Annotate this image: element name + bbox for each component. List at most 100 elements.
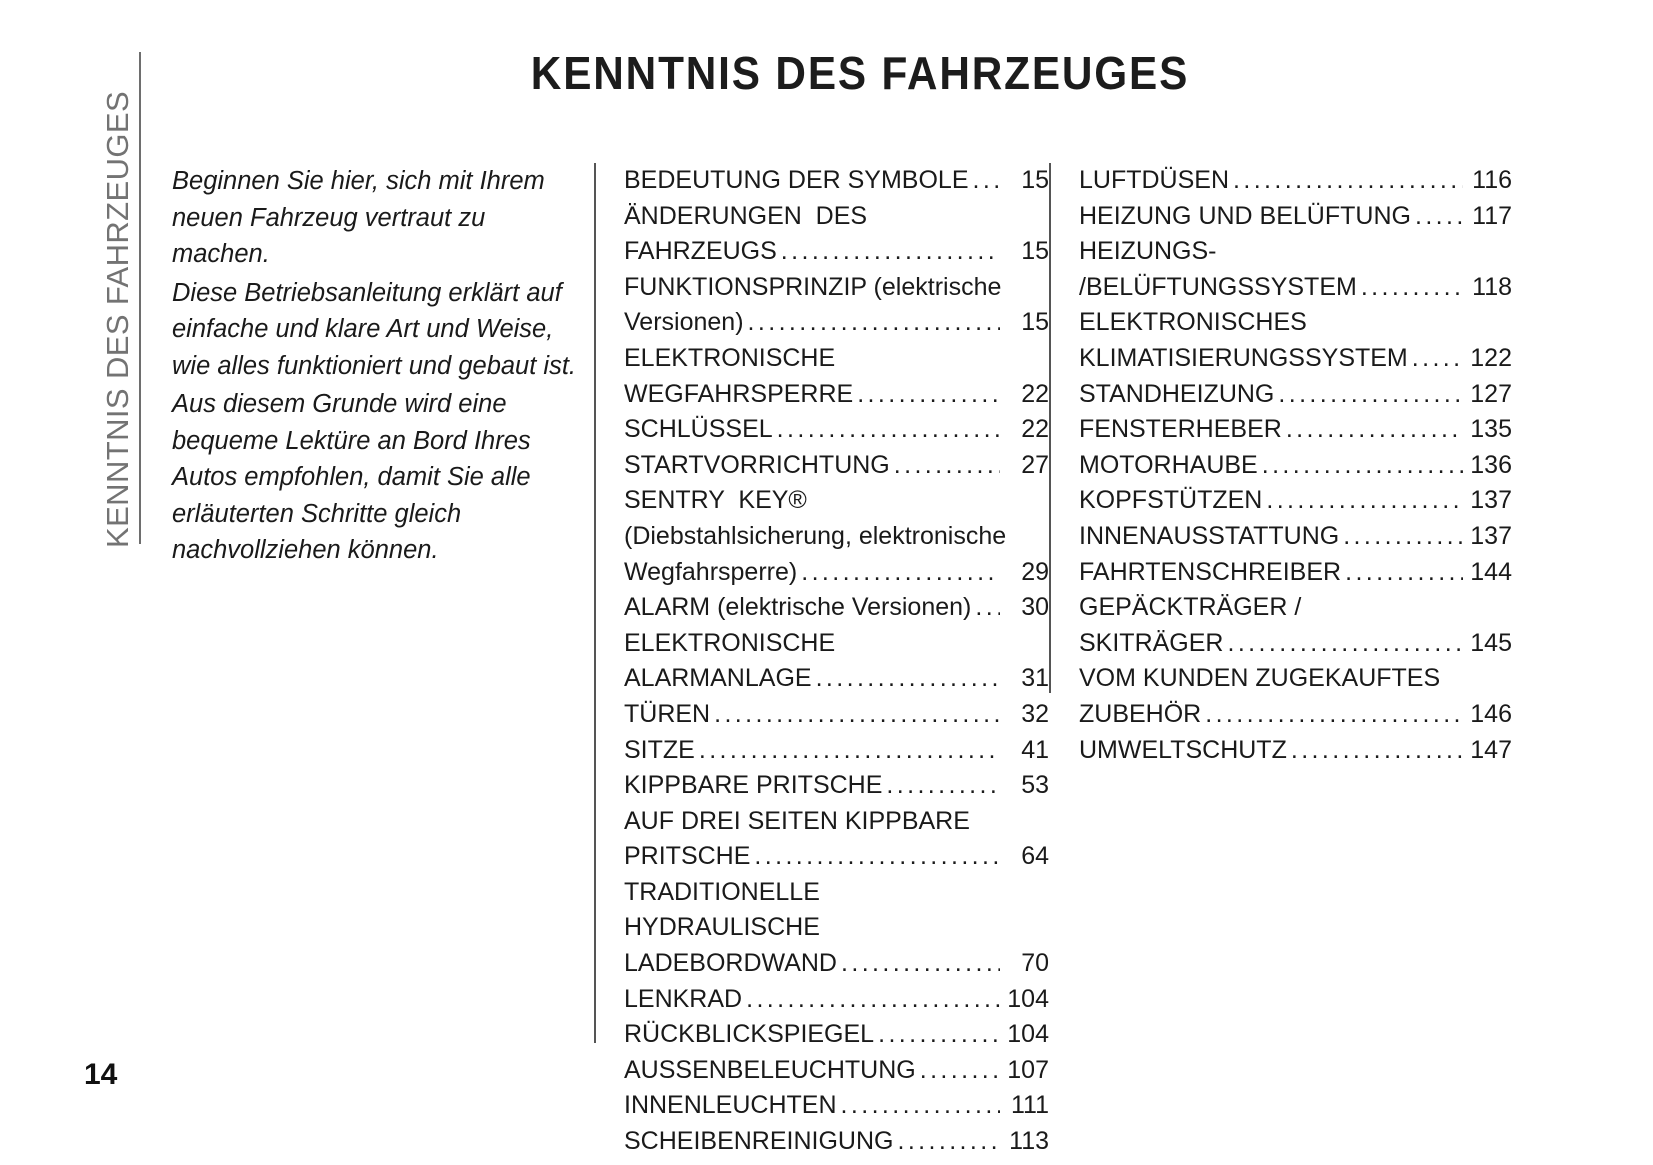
toc-entry[interactable]: SCHLÜSSEL...............................… (624, 412, 1049, 448)
toc-entry-label: ZUBEHÖR (1079, 699, 1202, 728)
toc-entry[interactable]: RÜCKBLICKSPIEGEL........................… (624, 1017, 1049, 1053)
toc-entry-lastline: WEGFAHRSPERRE...........................… (624, 377, 1049, 413)
toc-entry[interactable]: STARTVORRICHTUNG........................… (624, 448, 1049, 484)
toc-page-number: 146 (1470, 699, 1512, 728)
toc-entry-label: UMWELTSCHUTZ (1079, 735, 1287, 764)
toc-page-number: 27 (1021, 450, 1049, 479)
page-number: 14 (84, 1058, 118, 1091)
toc-dot-leader: ........................................… (857, 379, 1000, 408)
content-columns: Beginnen Sie hier, sich mit Ihrem neuen … (172, 163, 1512, 1155)
toc-entry[interactable]: KOPFSTÜTZEN.............................… (1079, 483, 1512, 519)
toc-dot-leader: ........................................… (886, 771, 1000, 800)
toc-page-number: 135 (1470, 415, 1512, 444)
toc-entry[interactable]: FENSTERHEBER............................… (1079, 412, 1512, 448)
page-title: KENNTNIS DES FAHRZEUGES (530, 47, 1190, 99)
toc-entry[interactable]: TRADITIONELLE HYDRAULISCHE LADEBORDWAND...… (624, 875, 1049, 982)
toc-entry-label: INNENAUSSTATTUNG (1079, 521, 1340, 550)
toc-entry[interactable]: LENKRAD.................................… (624, 982, 1049, 1018)
toc-entry[interactable]: ALARM (elektrische Versionen)...........… (624, 590, 1049, 626)
toc-dot-leader: ........................................… (746, 984, 1000, 1013)
toc-entry[interactable]: FUNKTIONSPRINZIP (elektrische Versionen).… (624, 270, 1049, 341)
toc-entry[interactable]: MOTORHAUBE..............................… (1079, 448, 1512, 484)
toc-column-middle: BEDEUTUNG DER SYMBOLE...................… (594, 163, 1049, 1155)
toc-dot-leader: ........................................… (754, 842, 1000, 871)
toc-entry-label: FAHRTENSCHREIBER (1079, 557, 1342, 586)
toc-entry[interactable]: ELEKTRONISCHES KLIMATISIERUNGSSYSTEM.....… (1079, 305, 1512, 376)
toc-dot-leader: ........................................… (1278, 379, 1463, 408)
toc-entry[interactable]: VOM KUNDEN ZUGEKAUFTES ZUBEHÖR...........… (1079, 661, 1512, 732)
toc-list-middle: BEDEUTUNG DER SYMBOLE...................… (624, 163, 1049, 1160)
toc-dot-leader: ........................................… (1233, 166, 1463, 194)
toc-entry[interactable]: STANDHEIZUNG............................… (1079, 377, 1512, 413)
toc-page-number: 53 (1021, 771, 1049, 800)
toc-entry[interactable]: TÜREN...................................… (624, 697, 1049, 733)
toc-entry[interactable]: ELEKTRONISCHE ALARMANLAGE................… (624, 626, 1049, 697)
toc-entry-lastline: KLIMATISIERUNGSSYSTEM...................… (1079, 341, 1512, 377)
toc-entry-lastline: SKITRÄGER...............................… (1079, 626, 1512, 662)
toc-entry-lastline: INNENLEUCHTEN...........................… (624, 1088, 1049, 1124)
toc-entry[interactable]: GEPÄCKTRÄGER / SKITRÄGER.................… (1079, 590, 1512, 661)
toc-entry[interactable]: INNENAUSSTATTUNG........................… (1079, 519, 1512, 555)
toc-entry[interactable]: HEIZUNGS- /BELÜFTUNGSSYSTEM..............… (1079, 234, 1512, 305)
toc-list-right: LUFTDÜSEN...............................… (1079, 163, 1512, 768)
toc-entry-label: BEDEUTUNG DER SYMBOLE (624, 166, 969, 194)
toc-page-number: 118 (1472, 272, 1512, 301)
toc-entry[interactable]: INNENLEUCHTEN...........................… (624, 1088, 1049, 1124)
toc-dot-leader: ........................................… (1343, 521, 1463, 550)
toc-dot-leader: ........................................… (801, 557, 1000, 586)
toc-entry-label: KIPPBARE PRITSCHE (624, 771, 883, 800)
toc-entry[interactable]: KIPPBARE PRITSCHE.......................… (624, 768, 1049, 804)
toc-entry[interactable]: AUF DREI SEITEN KIPPBARE PRITSCHE........… (624, 804, 1049, 875)
toc-page-number: 29 (1021, 557, 1049, 586)
toc-entry[interactable]: FAHRTENSCHREIBER........................… (1079, 555, 1512, 591)
toc-entry-lastline: /BELÜFTUNGSSYSTEM.......................… (1079, 270, 1512, 306)
toc-dot-leader: ........................................… (1285, 415, 1463, 444)
toc-entry-label: TÜREN (624, 699, 711, 728)
toc-entry-lastline: SCHLÜSSEL...............................… (624, 412, 1049, 448)
toc-entry[interactable]: ÄNDERUNGEN DES FAHRZEUGS.................… (624, 199, 1049, 270)
toc-entry-line: ELEKTRONISCHE (624, 628, 836, 657)
toc-entry-lastline: AUSSENBELEUCHTUNG.......................… (624, 1053, 1049, 1089)
toc-entry[interactable]: SCHEIBENREINIGUNG.......................… (624, 1124, 1049, 1160)
toc-entry[interactable]: BEDEUTUNG DER SYMBOLE...................… (624, 163, 1049, 199)
toc-entry-lastline: LUFTDÜSEN...............................… (1079, 163, 1512, 199)
toc-entry-label: SCHEIBENREINIGUNG (624, 1127, 894, 1156)
toc-entry[interactable]: HEIZUNG UND BELÜFTUNG...................… (1079, 199, 1512, 235)
toc-entry-lastline: ZUBEHÖR.................................… (1079, 697, 1512, 733)
toc-entry-lastline: ALARMANLAGE.............................… (624, 661, 1049, 697)
toc-entry-line: TRADITIONELLE (624, 877, 820, 906)
toc-entry[interactable]: SENTRY KEY® (Diebstahlsicherung, elektron… (624, 483, 1049, 590)
toc-entry-label: KOPFSTÜTZEN (1079, 486, 1263, 515)
toc-entry-label: FENSTERHEBER (1079, 415, 1282, 444)
toc-entry-line: GEPÄCKTRÄGER / (1079, 593, 1302, 622)
toc-entry[interactable]: UMWELTSCHUTZ............................… (1079, 733, 1512, 769)
toc-entry-lastline: STARTVORRICHTUNG........................… (624, 448, 1049, 484)
toc-entry-label: LENKRAD (624, 984, 743, 1013)
toc-page-number: 127 (1470, 379, 1512, 408)
toc-page-number: 116 (1472, 166, 1512, 194)
toc-entry[interactable]: SITZE...................................… (624, 733, 1049, 769)
toc-entry-line: ÄNDERUNGEN DES (624, 201, 868, 230)
toc-entry[interactable]: LUFTDÜSEN...............................… (1079, 163, 1512, 199)
toc-entry-label: INNENLEUCHTEN (624, 1091, 837, 1120)
side-tab-label: KENNTNIS DES FAHRZEUGES (100, 90, 135, 548)
toc-entry-label: WEGFAHRSPERRE (624, 379, 854, 408)
toc-entry[interactable]: ELEKTRONISCHE WEGFAHRSPERRE..............… (624, 341, 1049, 412)
toc-entry-lastline: ALARM (elektrische Versionen)...........… (624, 590, 1049, 626)
toc-page-number: 22 (1021, 379, 1049, 408)
toc-page-number: 107 (1007, 1055, 1049, 1084)
toc-dot-leader: ........................................… (780, 237, 1000, 266)
toc-dot-leader: ........................................… (1261, 450, 1463, 479)
toc-entry-lastline: SCHEIBENREINIGUNG.......................… (624, 1124, 1049, 1160)
toc-entry-lastline: HEIZUNG UND BELÜFTUNG...................… (1079, 199, 1512, 235)
toc-dot-leader: ........................................… (1411, 343, 1463, 372)
toc-entry-label: Versionen) (624, 308, 744, 337)
toc-entry-label: SKITRÄGER (1079, 628, 1224, 657)
toc-entry[interactable]: AUSSENBELEUCHTUNG.......................… (624, 1053, 1049, 1089)
toc-entry-line: ELEKTRONISCHES (1079, 308, 1307, 337)
toc-entry-lastline: BEDEUTUNG DER SYMBOLE...................… (624, 163, 1049, 199)
toc-page-number: 136 (1470, 450, 1512, 479)
toc-page-number: 147 (1470, 735, 1512, 764)
toc-entry-lastline: LADEBORDWAND............................… (624, 946, 1049, 982)
toc-entry-lastline: KOPFSTÜTZEN.............................… (1079, 483, 1512, 519)
